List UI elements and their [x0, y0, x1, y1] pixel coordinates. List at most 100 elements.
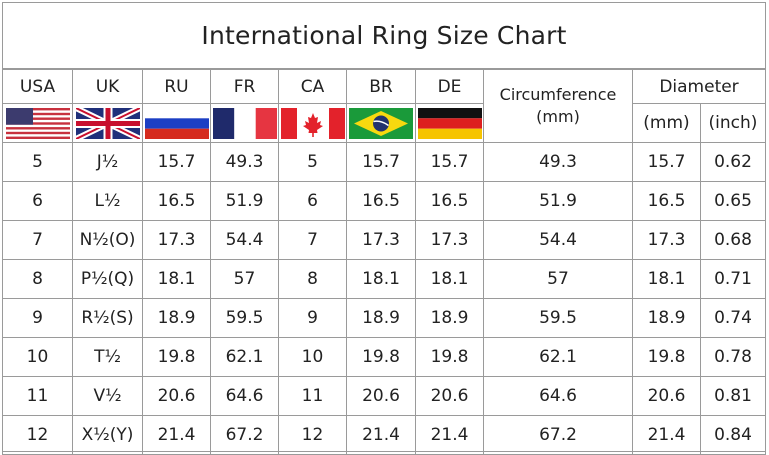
cell-de: 20.6 — [415, 376, 484, 416]
cell-br: 18.1 — [346, 259, 416, 299]
cell-uk: T½ — [72, 337, 143, 377]
header-de: DE — [415, 69, 484, 104]
header-diameter-inch: (inch) — [700, 103, 766, 143]
cell-ca: 10 — [278, 337, 347, 377]
cell-ca: 11 — [278, 376, 347, 416]
circumference-unit: (mm) — [536, 107, 580, 126]
header-ca: CA — [278, 69, 347, 104]
cell-uk: L½ — [72, 181, 143, 221]
cell-fr: 49.3 — [210, 142, 279, 182]
header-fr: FR — [210, 69, 279, 104]
cell-fr: 54.4 — [210, 220, 279, 260]
cell-ca: 7 — [278, 220, 347, 260]
cell-diameter-inch: 0.81 — [700, 376, 766, 416]
cell-usa: 7 — [2, 220, 73, 260]
cell-diameter-mm: 20.6 — [632, 376, 701, 416]
cell-circumference-mm: 59.5 — [483, 298, 633, 338]
cell-diameter-mm: 17.3 — [632, 220, 701, 260]
cell-diameter-mm: 15.7 — [632, 142, 701, 182]
cell-fr: 59.5 — [210, 298, 279, 338]
us-flag-icon — [5, 107, 70, 139]
header-circumference: Circumference (mm) — [483, 69, 633, 143]
table-row: 8 P½(Q) 18.1 57 8 18.1 18.1 57 18.1 0.71 — [2, 259, 766, 299]
cell-usa: 12 — [2, 415, 73, 455]
header-usa: USA — [2, 69, 73, 104]
cell-ca: 12 — [278, 415, 347, 455]
cell-de: 15.7 — [415, 142, 484, 182]
cell-de: 19.8 — [415, 337, 484, 377]
cell-de: 18.9 — [415, 298, 484, 338]
cell-diameter-mm: 19.8 — [632, 337, 701, 377]
cell-usa: 5 — [2, 142, 73, 182]
cell-de: 16.5 — [415, 181, 484, 221]
circumference-label: Circumference — [499, 85, 617, 104]
cell-ru: 15.7 — [142, 142, 211, 182]
cell-br: 18.9 — [346, 298, 416, 338]
cell-br: 15.7 — [346, 142, 416, 182]
cell-usa: 6 — [2, 181, 73, 221]
cell-circumference-mm: 67.2 — [483, 415, 633, 455]
cell-usa: 10 — [2, 337, 73, 377]
cell-circumference-mm: 62.1 — [483, 337, 633, 377]
cell-de: 17.3 — [415, 220, 484, 260]
cell-uk: P½(Q) — [72, 259, 143, 299]
cell-diameter-inch: 0.62 — [700, 142, 766, 182]
cell-diameter-inch: 0.84 — [700, 415, 766, 455]
cell-uk: V½ — [72, 376, 143, 416]
table-row: 11 V½ 20.6 64.6 11 20.6 20.6 64.6 20.6 0.81 — [2, 376, 766, 416]
germany-flag-icon — [417, 107, 482, 139]
cell-ru: 16.5 — [142, 181, 211, 221]
cell-fr: 62.1 — [210, 337, 279, 377]
cell-usa: 9 — [2, 298, 73, 338]
cell-fr: 64.6 — [210, 376, 279, 416]
cell-ru: 19.8 — [142, 337, 211, 377]
cell-uk: N½(O) — [72, 220, 143, 260]
cell-fr: 57 — [210, 259, 279, 299]
ring-size-table: USA UK RU FR CA BR DE Circumference (mm)… — [2, 69, 766, 455]
table-row: 10 T½ 19.8 62.1 10 19.8 19.8 62.1 19.8 0.78 — [2, 337, 766, 377]
cell-diameter-inch: 0.74 — [700, 298, 766, 338]
cell-diameter-inch: 0.71 — [700, 259, 766, 299]
russia-flag-icon — [144, 107, 209, 139]
chart-title: International Ring Size Chart — [3, 3, 765, 69]
cell-diameter-mm: 21.4 — [632, 415, 701, 455]
table-row: 9 R½(S) 18.9 59.5 9 18.9 18.9 59.5 18.9 0.74 — [2, 298, 766, 338]
table-row: 12 X½(Y) 21.4 67.2 12 21.4 21.4 67.2 21.4 0.84 — [2, 415, 766, 455]
cell-circumference-mm: 64.6 — [483, 376, 633, 416]
germany-flag-cell — [415, 103, 484, 143]
cell-circumference-mm: 49.3 — [483, 142, 633, 182]
cell-br: 20.6 — [346, 376, 416, 416]
cell-circumference-mm: 54.4 — [483, 220, 633, 260]
cell-fr: 51.9 — [210, 181, 279, 221]
cell-br: 16.5 — [346, 181, 416, 221]
cell-circumference-mm: 57 — [483, 259, 633, 299]
us-flag-cell — [2, 103, 73, 143]
cell-ru: 18.1 — [142, 259, 211, 299]
header-diameter-mm: (mm) — [632, 103, 701, 143]
cell-diameter-mm: 18.9 — [632, 298, 701, 338]
cell-diameter-inch: 0.65 — [700, 181, 766, 221]
cell-diameter-inch: 0.78 — [700, 337, 766, 377]
cell-ca: 8 — [278, 259, 347, 299]
cell-ca: 5 — [278, 142, 347, 182]
cell-diameter-mm: 16.5 — [632, 181, 701, 221]
cell-uk: R½(S) — [72, 298, 143, 338]
cell-ca: 6 — [278, 181, 347, 221]
header-uk: UK — [72, 69, 143, 104]
cell-circumference-mm: 51.9 — [483, 181, 633, 221]
uk-flag-cell — [72, 103, 143, 143]
table-row: 6 L½ 16.5 51.9 6 16.5 16.5 51.9 16.5 0.65 — [2, 181, 766, 221]
cell-usa: 8 — [2, 259, 73, 299]
cell-usa: 11 — [2, 376, 73, 416]
uk-flag-icon — [75, 107, 140, 139]
cell-diameter-inch: 0.68 — [700, 220, 766, 260]
brazil-flag-cell — [346, 103, 416, 143]
cell-fr: 67.2 — [210, 415, 279, 455]
cell-de: 18.1 — [415, 259, 484, 299]
canada-flag-cell — [278, 103, 347, 143]
cell-br: 21.4 — [346, 415, 416, 455]
cell-uk: J½ — [72, 142, 143, 182]
header-diameter: Diameter — [632, 69, 766, 104]
cell-diameter-mm: 18.1 — [632, 259, 701, 299]
